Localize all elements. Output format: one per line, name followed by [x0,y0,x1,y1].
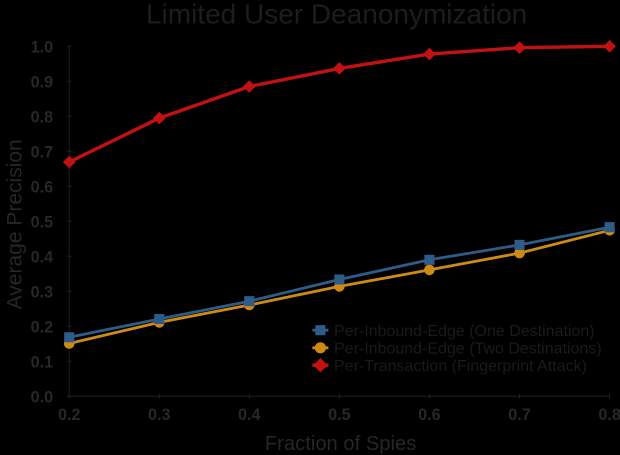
svg-text:0.7: 0.7 [31,143,54,161]
svg-text:0.5: 0.5 [328,406,351,424]
svg-text:1.0: 1.0 [31,38,54,56]
svg-text:0.1: 0.1 [31,354,54,372]
svg-text:0.2: 0.2 [58,406,81,424]
svg-text:Per-Inbound-Edge (Two Destinat: Per-Inbound-Edge (Two Destinations) [334,341,602,358]
svg-text:0.4: 0.4 [31,248,54,266]
svg-text:0.9: 0.9 [31,73,54,91]
svg-text:0.6: 0.6 [31,178,54,196]
svg-text:0.2: 0.2 [31,319,54,337]
svg-text:0.3: 0.3 [31,284,54,302]
svg-text:0.4: 0.4 [238,406,261,424]
svg-text:Average Precision: Average Precision [4,139,27,309]
svg-text:Per-Transaction (Fingerprint A: Per-Transaction (Fingerprint Attack) [334,358,587,375]
svg-text:Per-Inbound-Edge (One Destinat: Per-Inbound-Edge (One Destination) [334,323,595,340]
svg-text:0.5: 0.5 [31,213,54,231]
svg-text:Limited User Deanonymization: Limited User Deanonymization [146,0,527,29]
svg-text:0.6: 0.6 [418,406,441,424]
svg-text:0.7: 0.7 [508,406,531,424]
svg-text:Fraction of Spies: Fraction of Spies [265,433,416,455]
svg-text:0.3: 0.3 [148,406,171,424]
svg-text:0.8: 0.8 [598,406,620,424]
svg-text:0.0: 0.0 [31,389,54,407]
svg-text:0.8: 0.8 [31,108,54,126]
